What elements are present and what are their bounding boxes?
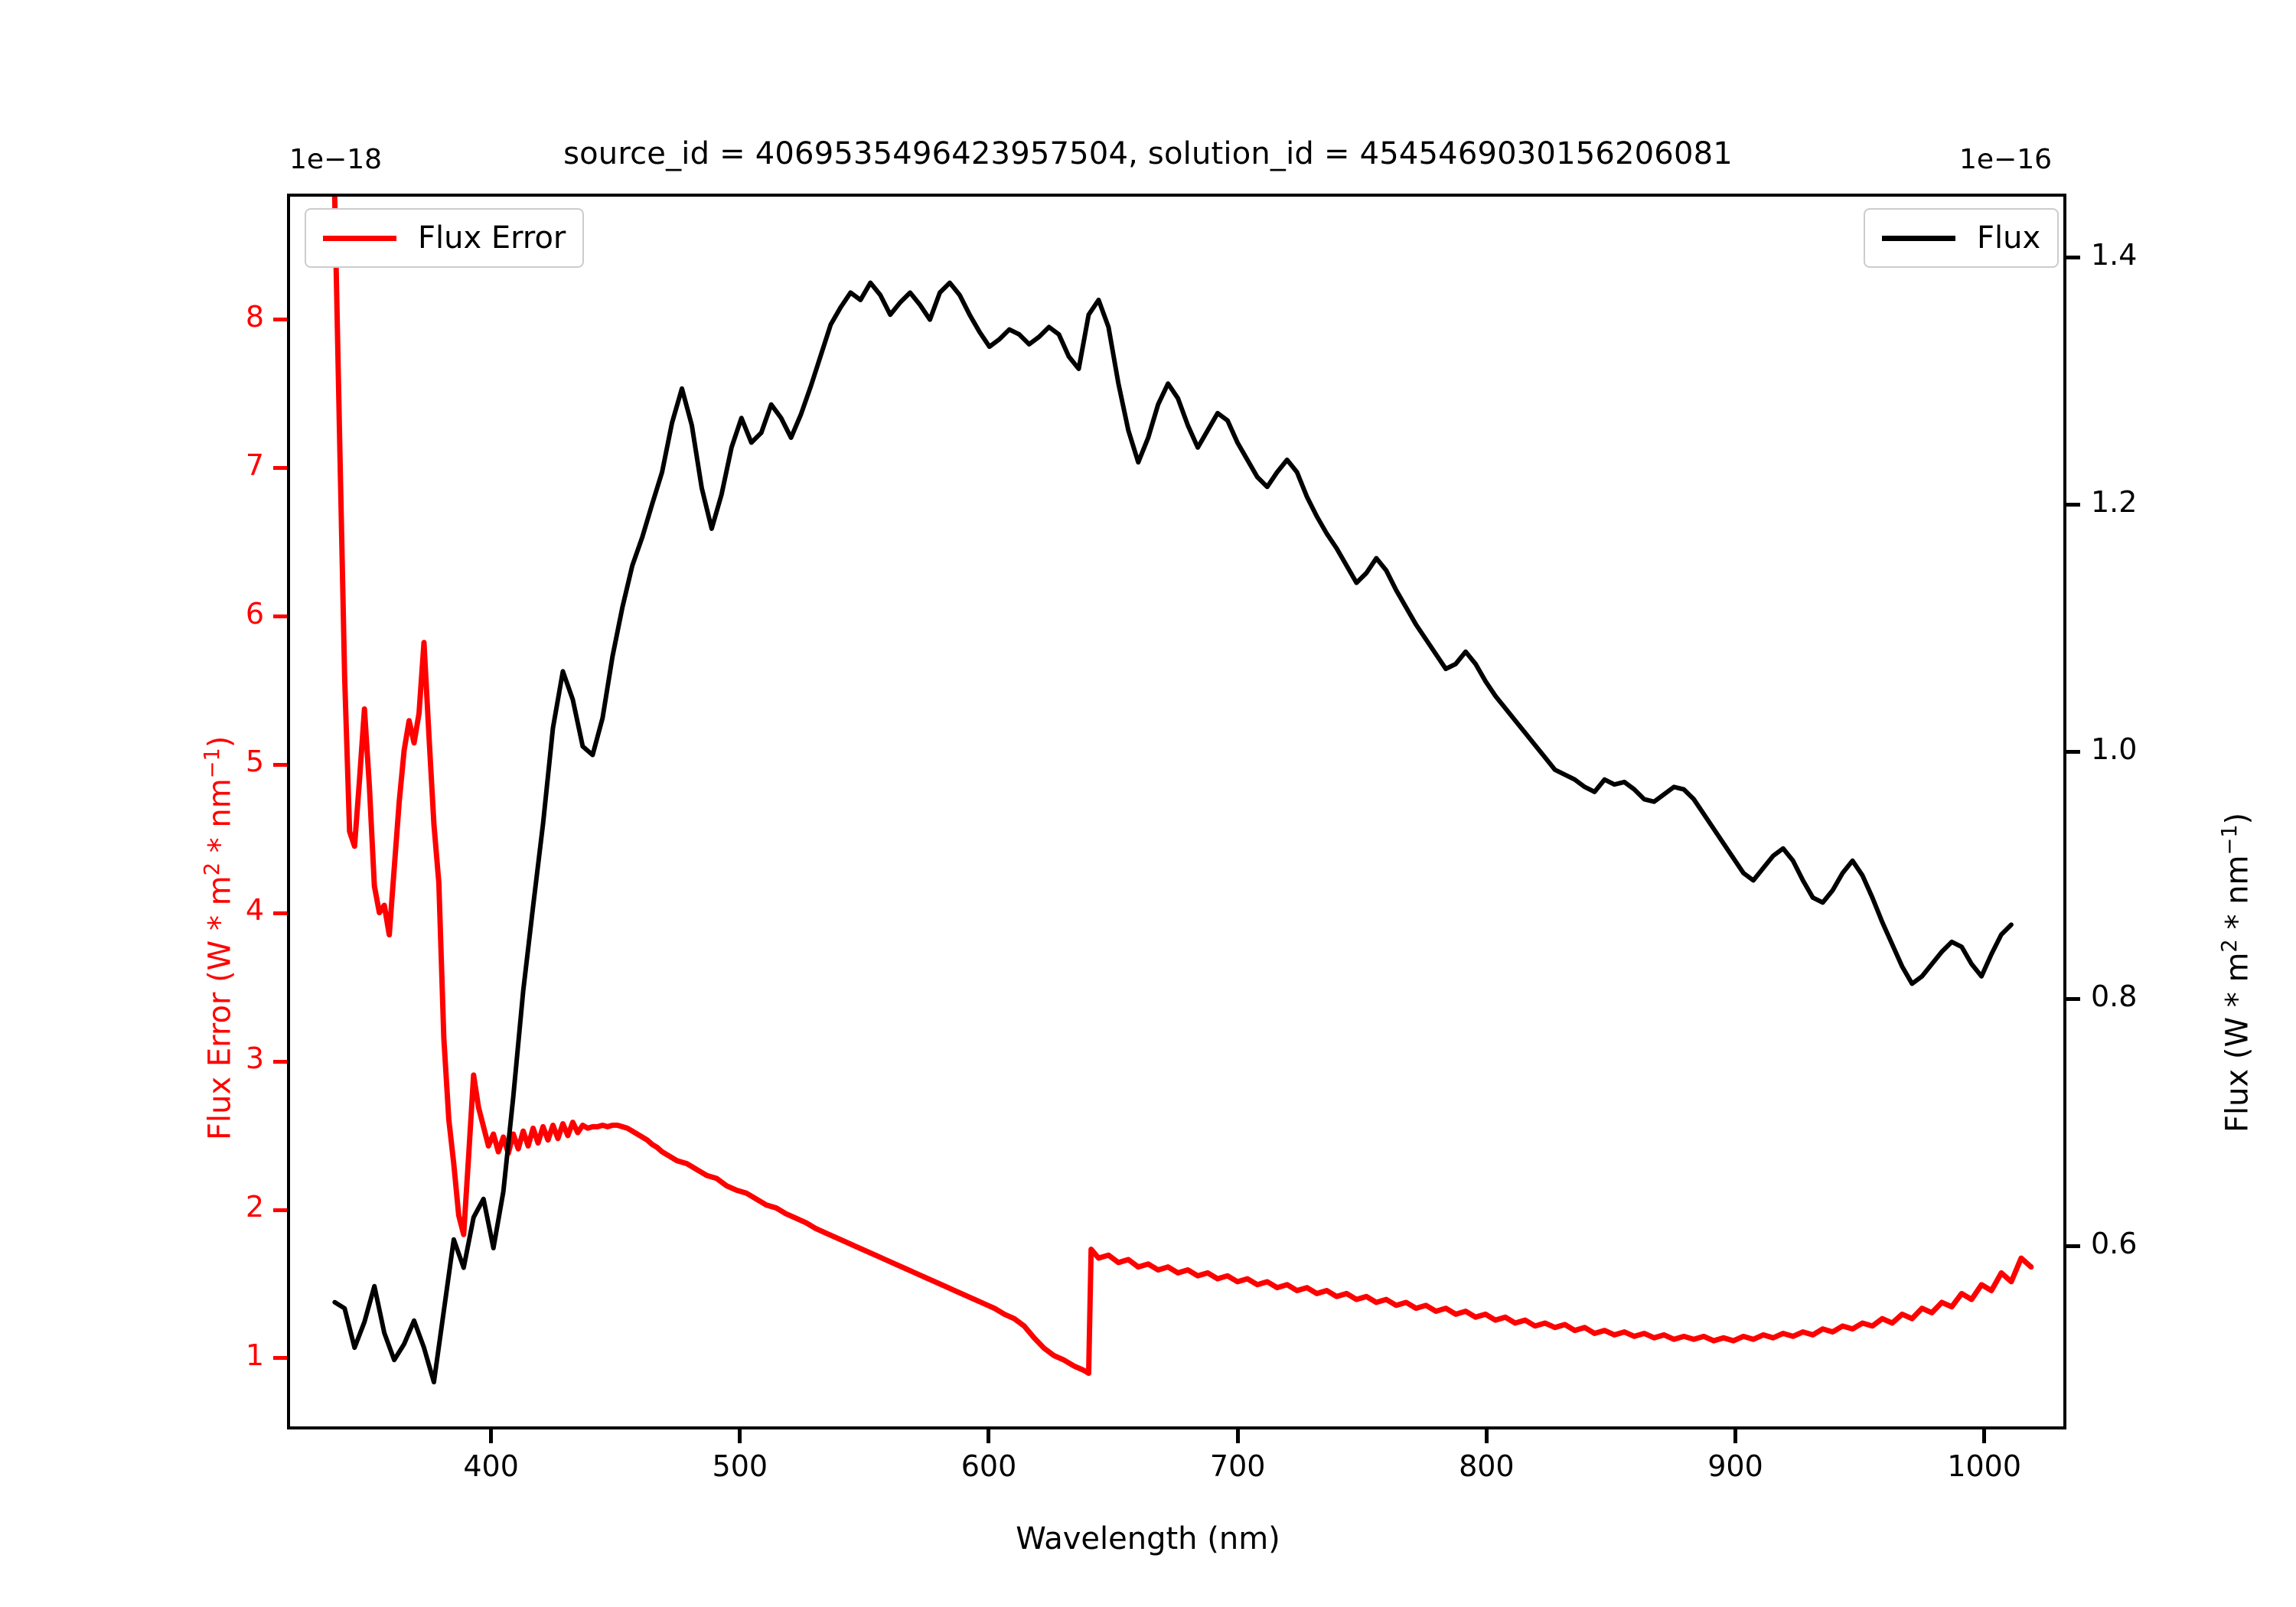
legend-flux[interactable]: Flux: [1864, 208, 2060, 268]
x-tick-mark: [1982, 1429, 1987, 1443]
x-tick-label: 900: [1707, 1449, 1763, 1483]
left-tick-mark: [273, 1208, 287, 1212]
right-tick-label: 0.6: [2091, 1226, 2138, 1260]
x-tick-label: 1000: [1947, 1449, 2022, 1483]
x-tick-label: 500: [712, 1449, 768, 1483]
flux-error-line: [331, 197, 2034, 1377]
left-tick-label: 2: [245, 1190, 264, 1224]
right-tick-mark: [2066, 997, 2080, 1002]
legend-label-flux-error: Flux Error: [418, 220, 566, 256]
left-tick-mark: [273, 762, 287, 767]
left-tick-mark: [273, 1356, 287, 1361]
left-tick-mark: [273, 318, 287, 322]
left-tick-mark: [273, 614, 287, 619]
left-axis-offset-label: 1e−18: [289, 144, 383, 175]
right-axis-label: Flux (W * m2 * nm−1): [2218, 812, 2255, 1133]
left-axis-label: Flux Error (W * m2 * nm−1): [201, 735, 238, 1140]
left-tick-label: 5: [245, 745, 264, 779]
chart-curves: [331, 197, 2034, 1385]
flux-line: [332, 280, 2014, 1385]
right-tick-label: 1.4: [2091, 237, 2138, 272]
right-tick-mark: [2066, 750, 2080, 755]
left-tick-label: 3: [245, 1041, 264, 1076]
right-tick-label: 0.8: [2091, 979, 2138, 1013]
right-tick-mark: [2066, 1244, 2080, 1249]
left-tick-label: 1: [245, 1338, 264, 1372]
chart-title: source_id = 4069535496423957504, solutio…: [563, 136, 1733, 171]
x-tick-label: 400: [463, 1449, 519, 1483]
legend-line-swatch-red: [323, 235, 396, 241]
left-tick-label: 7: [245, 448, 264, 482]
x-tick-mark: [1733, 1429, 1738, 1443]
right-tick-mark: [2066, 503, 2080, 507]
legend-label-flux: Flux: [1977, 220, 2041, 256]
plot-area: [287, 194, 2066, 1429]
right-tick-label: 1.2: [2091, 484, 2138, 519]
x-tick-label: 700: [1209, 1449, 1266, 1483]
left-tick-mark: [273, 466, 287, 471]
x-tick-label: 600: [960, 1449, 1017, 1483]
right-tick-label: 1.0: [2091, 732, 2138, 766]
x-tick-mark: [489, 1429, 494, 1443]
left-tick-mark: [273, 1059, 287, 1064]
x-axis-label: Wavelength (nm): [1016, 1521, 1280, 1556]
left-tick-mark: [273, 911, 287, 915]
left-tick-label: 8: [245, 299, 264, 334]
x-tick-mark: [738, 1429, 742, 1443]
legend-flux-error[interactable]: Flux Error: [305, 208, 585, 268]
x-tick-mark: [1484, 1429, 1489, 1443]
right-tick-mark: [2066, 256, 2080, 260]
left-tick-label: 4: [245, 893, 264, 927]
x-tick-label: 800: [1459, 1449, 1515, 1483]
left-tick-label: 6: [245, 596, 264, 631]
legend-line-swatch-black: [1882, 235, 1955, 241]
x-tick-mark: [1235, 1429, 1240, 1443]
x-tick-mark: [987, 1429, 991, 1443]
right-axis-offset-label: 1e−16: [1959, 144, 2053, 175]
